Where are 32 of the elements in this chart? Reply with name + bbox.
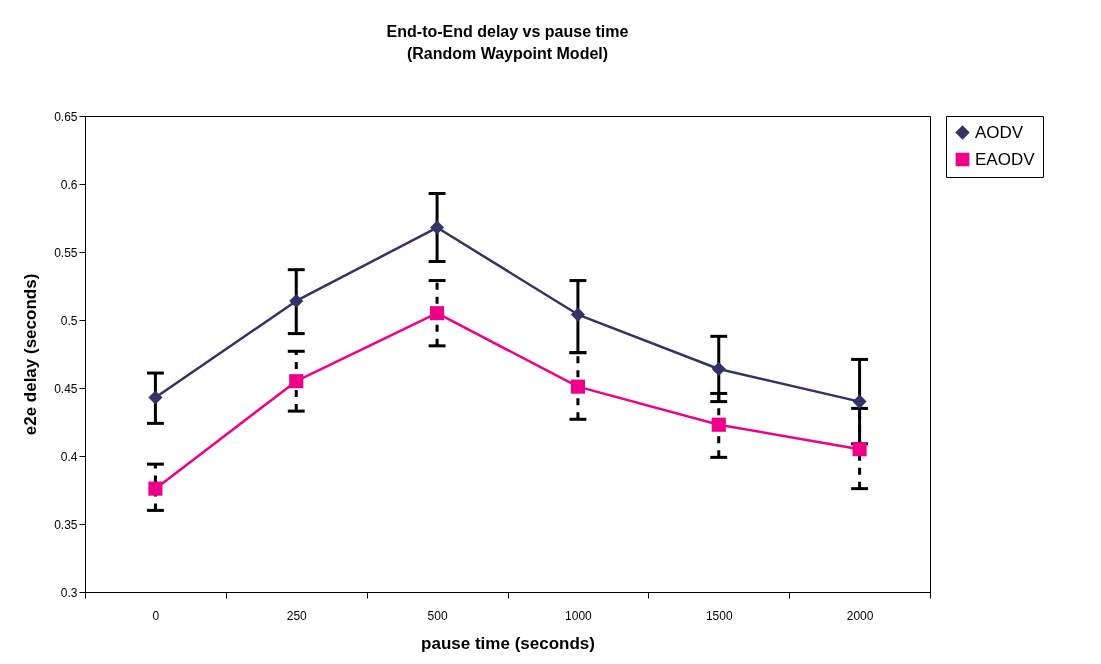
x-axis-title: pause time (seconds) xyxy=(421,633,595,653)
x-tick-label: 1000 xyxy=(565,608,593,623)
x-tick-label: 2000 xyxy=(846,608,874,623)
y-tick-label: 0.65 xyxy=(54,109,78,124)
y-tick-label: 0.4 xyxy=(60,449,78,464)
y-tick-label: 0.35 xyxy=(54,517,78,532)
point xyxy=(570,307,585,322)
point xyxy=(570,379,585,394)
point xyxy=(852,442,867,457)
point xyxy=(289,374,304,389)
x-tick-label: 250 xyxy=(286,608,308,623)
x-tick-label: 0 xyxy=(152,608,160,623)
point xyxy=(852,394,867,409)
point xyxy=(430,220,445,235)
point xyxy=(711,417,726,432)
x-tick-label: 1500 xyxy=(705,608,733,623)
point xyxy=(711,361,726,377)
point xyxy=(289,293,304,309)
chart-subtitle: (Random Waypoint Model) xyxy=(406,45,609,62)
x-tick-label: 500 xyxy=(427,608,448,623)
y-axis-title: e2e delay (seconds) xyxy=(21,273,41,436)
point xyxy=(430,306,445,321)
y-tick-label: 0.3 xyxy=(60,585,78,600)
y-tick-label: 0.55 xyxy=(54,245,78,260)
legend-label: EAODV xyxy=(975,149,1036,169)
chart-title: End-to-End delay vs pause time xyxy=(386,23,629,40)
y-tick-label: 0.6 xyxy=(60,177,78,192)
legend-label: AODV xyxy=(975,122,1024,142)
y-tick-label: 0.45 xyxy=(54,381,78,396)
point xyxy=(148,390,163,405)
y-tick-label: 0.5 xyxy=(60,313,78,328)
point xyxy=(148,481,163,496)
